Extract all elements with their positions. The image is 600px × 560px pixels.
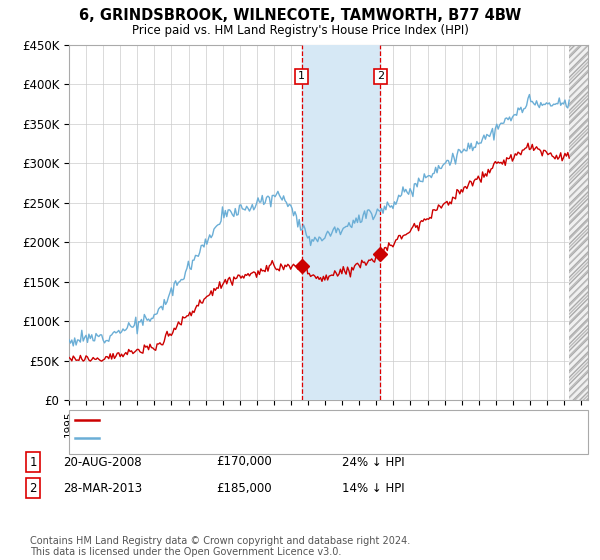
Text: 2: 2 xyxy=(377,72,384,81)
Bar xyxy=(569,45,588,400)
Text: 24% ↓ HPI: 24% ↓ HPI xyxy=(342,455,404,469)
Text: Price paid vs. HM Land Registry's House Price Index (HPI): Price paid vs. HM Land Registry's House … xyxy=(131,24,469,36)
Bar xyxy=(302,45,380,400)
Text: 6, GRINDSBROOK, WILNECOTE, TAMWORTH, B77 4BW (detached house): 6, GRINDSBROOK, WILNECOTE, TAMWORTH, B77… xyxy=(105,415,508,425)
Text: 20-AUG-2008: 20-AUG-2008 xyxy=(63,455,142,469)
Text: 14% ↓ HPI: 14% ↓ HPI xyxy=(342,482,404,495)
Text: 28-MAR-2013: 28-MAR-2013 xyxy=(63,482,142,495)
Text: 2: 2 xyxy=(29,482,37,495)
Text: HPI: Average price, detached house, Tamworth: HPI: Average price, detached house, Tamw… xyxy=(105,433,366,443)
Bar xyxy=(569,45,588,400)
Text: 1: 1 xyxy=(298,72,305,81)
Text: £170,000: £170,000 xyxy=(216,455,272,469)
Text: 6, GRINDSBROOK, WILNECOTE, TAMWORTH, B77 4BW: 6, GRINDSBROOK, WILNECOTE, TAMWORTH, B77… xyxy=(79,8,521,24)
Text: 1: 1 xyxy=(29,455,37,469)
Text: £185,000: £185,000 xyxy=(216,482,272,495)
Text: Contains HM Land Registry data © Crown copyright and database right 2024.
This d: Contains HM Land Registry data © Crown c… xyxy=(30,535,410,557)
Bar xyxy=(569,45,588,400)
Bar xyxy=(569,45,588,400)
